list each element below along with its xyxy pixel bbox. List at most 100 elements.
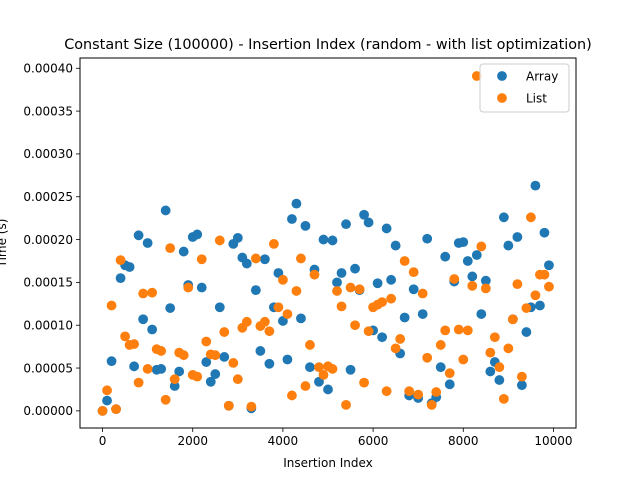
data-point-list — [300, 381, 311, 391]
data-point-list — [314, 362, 324, 373]
data-point-list — [341, 399, 351, 410]
data-point-array — [300, 220, 311, 231]
y-tick-label: 0.00020 — [23, 233, 73, 247]
data-point-array — [530, 180, 541, 191]
data-point-array — [435, 362, 446, 373]
data-point-list — [129, 339, 140, 349]
data-point-list — [526, 212, 536, 223]
data-point-array — [417, 309, 428, 319]
data-point-array — [345, 364, 356, 375]
x-axis: 0 2000 4000 6000 8000 10000 — [99, 428, 573, 448]
data-point-list — [241, 316, 252, 327]
data-point-array — [192, 229, 203, 240]
data-point-array — [196, 282, 207, 293]
data-point-list — [120, 331, 130, 342]
data-point-array — [106, 356, 117, 367]
data-point-list — [264, 326, 275, 337]
y-tick-label: 0.00010 — [23, 319, 73, 333]
data-point-array — [471, 250, 482, 260]
data-point-list — [318, 369, 329, 380]
data-point-list — [530, 290, 541, 301]
data-point-list — [287, 390, 297, 401]
x-tick-label: 6000 — [358, 434, 389, 448]
data-point-list — [250, 253, 261, 264]
data-point-list — [431, 387, 442, 397]
y-tick-label: 0.00015 — [23, 276, 73, 290]
data-point-list — [390, 343, 401, 354]
data-point-list — [142, 364, 153, 374]
legend-label-array: Array — [526, 69, 558, 83]
data-point-list — [201, 336, 212, 347]
data-point-array — [485, 366, 496, 377]
data-point-array — [444, 379, 455, 390]
data-point-array — [305, 362, 315, 373]
data-point-array — [133, 230, 144, 241]
data-point-list — [160, 394, 171, 405]
legend-marker-array — [497, 71, 507, 81]
data-point-array — [160, 205, 171, 216]
y-tick-label: 0.00005 — [23, 361, 73, 375]
data-point-array — [129, 361, 140, 372]
data-point-array — [264, 358, 275, 369]
data-point-list — [178, 350, 189, 361]
data-point-array — [422, 233, 433, 244]
data-point-array — [165, 303, 176, 313]
data-point-list — [106, 300, 117, 311]
data-point-list — [458, 354, 469, 365]
data-point-list — [97, 405, 108, 416]
data-point-array — [102, 395, 112, 406]
data-point-list — [449, 274, 460, 284]
data-point-list — [489, 332, 500, 343]
data-point-list — [359, 377, 369, 388]
data-point-array — [232, 232, 243, 243]
data-point-array — [259, 254, 270, 265]
data-point-list — [345, 282, 356, 293]
data-point-array — [458, 237, 469, 248]
y-tick-label: 0.00000 — [23, 404, 73, 418]
data-point-list — [417, 288, 428, 299]
data-point-array — [291, 198, 302, 209]
data-point-array — [480, 275, 491, 286]
data-point-array — [241, 258, 252, 269]
data-point-list — [399, 256, 410, 266]
x-tick-label: 4000 — [268, 434, 299, 448]
data-point-list — [350, 320, 360, 331]
legend: Array List — [479, 63, 570, 113]
data-point-array — [255, 346, 266, 356]
data-point-list — [480, 283, 491, 294]
markers-layer — [97, 71, 554, 416]
data-point-list — [138, 288, 149, 299]
data-point-list — [192, 371, 203, 382]
data-point-list — [111, 404, 121, 415]
data-point-list — [291, 286, 302, 296]
data-point-list — [273, 302, 284, 313]
data-point-array — [350, 263, 360, 274]
data-point-array — [178, 246, 189, 257]
series-array — [97, 180, 554, 416]
data-point-array — [138, 314, 149, 325]
legend-label-list: List — [526, 91, 547, 105]
data-point-list — [268, 238, 279, 249]
data-point-list — [507, 314, 518, 325]
y-axis-label: Time (s) — [0, 219, 9, 269]
data-point-array — [219, 352, 230, 362]
data-point-list — [102, 385, 112, 396]
data-point-list — [232, 374, 243, 385]
data-point-array — [318, 234, 329, 245]
data-point-array — [147, 324, 158, 335]
data-point-array — [296, 313, 306, 324]
data-point-list — [440, 325, 451, 336]
data-point-list — [377, 297, 388, 307]
x-axis-label: Insertion Index — [283, 456, 373, 470]
data-point-list — [115, 255, 126, 266]
data-point-list — [408, 267, 419, 278]
data-point-array — [494, 375, 505, 385]
data-point-list — [363, 326, 374, 337]
data-point-array — [377, 332, 388, 343]
data-point-list — [296, 253, 306, 264]
data-point-list — [386, 293, 397, 304]
data-point-list — [309, 269, 320, 280]
series-list — [97, 71, 554, 416]
data-point-list — [521, 303, 532, 313]
data-point-list — [332, 286, 342, 296]
